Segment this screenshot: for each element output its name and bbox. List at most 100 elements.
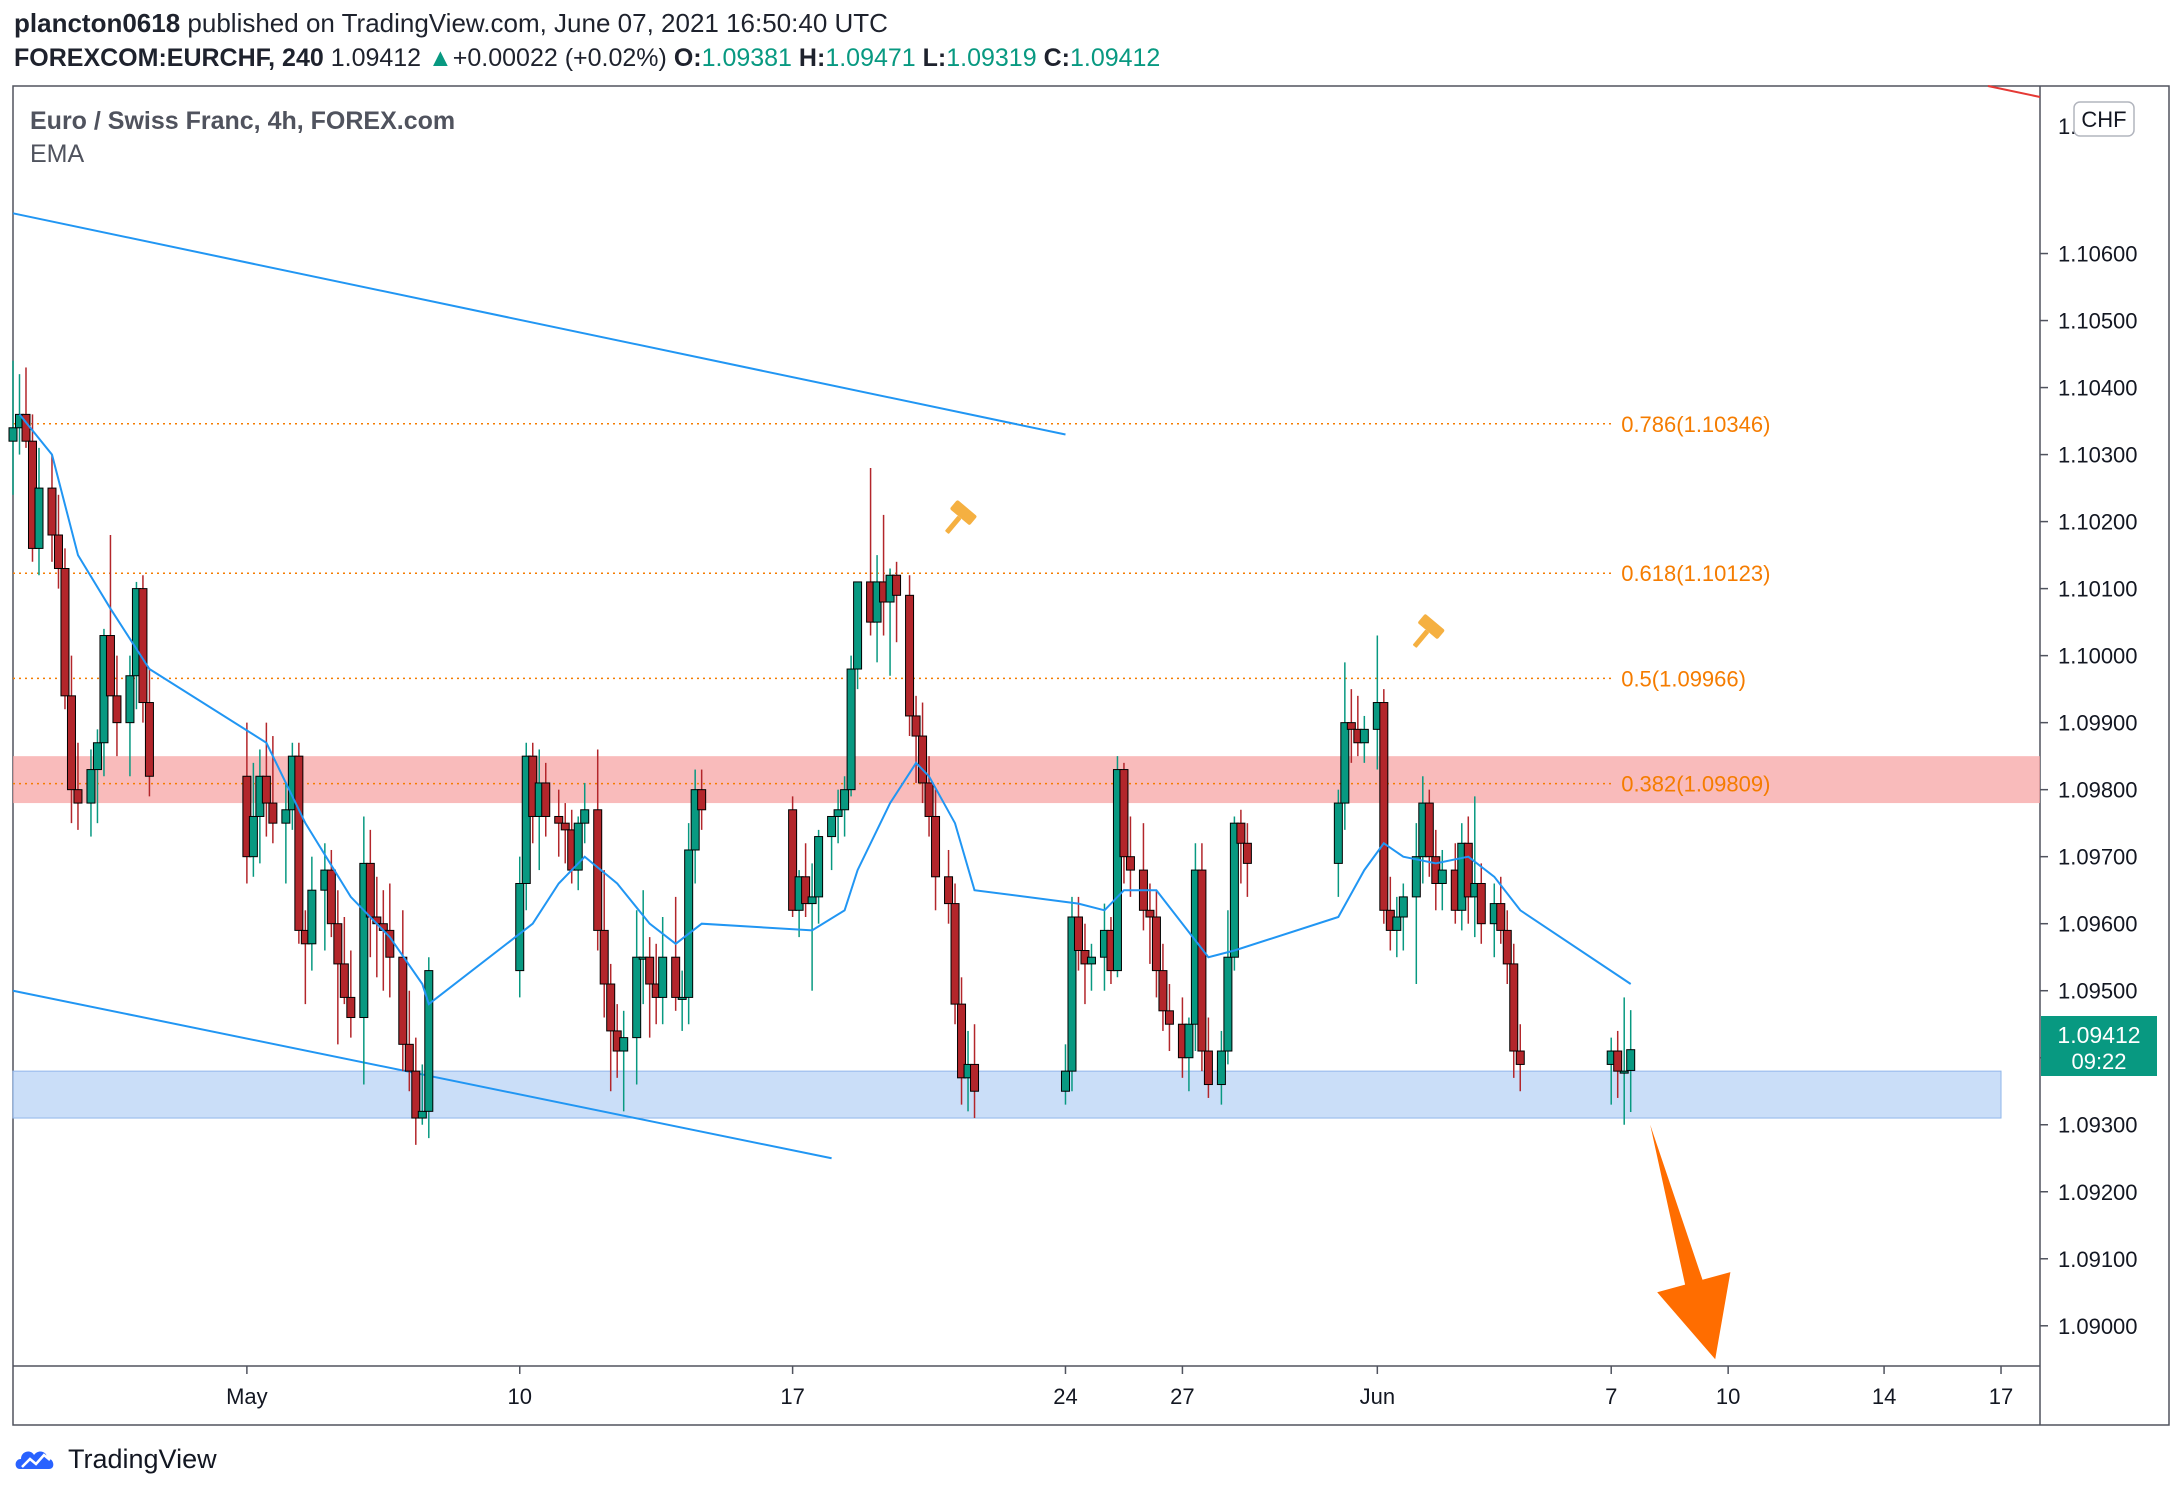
open-label: O: bbox=[673, 44, 702, 72]
candle-body bbox=[671, 956, 681, 998]
candle-body bbox=[47, 487, 57, 536]
candle-body bbox=[827, 815, 837, 838]
chart[interactable]: 0.786(1.10346) 0.618(1.10123) 0.5(1.09966)… bbox=[0, 0, 2182, 1440]
candle-body bbox=[515, 882, 525, 972]
currency-badge[interactable] bbox=[2073, 101, 2135, 137]
hammer-handle bbox=[945, 516, 962, 534]
candle-body bbox=[1112, 769, 1122, 972]
forecast-arrow[interactable] bbox=[1650, 1124, 1731, 1360]
candle-body bbox=[1476, 882, 1486, 925]
price-axis[interactable]: 1.090001.091001.092001.093001.094001.095… bbox=[2040, 242, 2138, 1339]
candle-body bbox=[1145, 909, 1155, 918]
candle-body bbox=[1496, 903, 1506, 931]
candle-body bbox=[924, 782, 934, 817]
candle-body bbox=[892, 574, 902, 596]
candle-body bbox=[905, 594, 915, 717]
candle-body bbox=[1333, 802, 1343, 864]
close-label: C: bbox=[1043, 44, 1070, 72]
candle-body bbox=[1060, 1070, 1070, 1092]
candle-body bbox=[658, 956, 668, 998]
brand-label: TradingView bbox=[68, 1444, 217, 1474]
forecast-down-arrow-icon bbox=[1650, 1124, 1731, 1360]
candle-body bbox=[1236, 822, 1246, 844]
top-cut-price-label: 1. bbox=[2058, 114, 2076, 139]
candle-body bbox=[1398, 896, 1408, 918]
candle-body bbox=[619, 1037, 629, 1052]
candle-body bbox=[66, 695, 76, 791]
candle-body bbox=[801, 876, 811, 905]
candle-body bbox=[281, 809, 291, 824]
time-tick-label: 14 bbox=[1872, 1384, 1896, 1409]
candle-body bbox=[365, 862, 375, 918]
candle-body bbox=[580, 809, 590, 824]
price-tick-label: 1.09000 bbox=[2058, 1314, 2138, 1339]
fib-label-1: 0.618(1.10123) bbox=[1621, 561, 1770, 586]
candle-body bbox=[918, 735, 928, 784]
time-tick-label: 10 bbox=[1716, 1384, 1740, 1409]
open-value: 1.09381 bbox=[701, 44, 792, 72]
price-tick-label: 1.10400 bbox=[2058, 376, 2138, 401]
fib-label-3: 0.382(1.09809) bbox=[1621, 772, 1770, 797]
fibonacci-levels: 0.786(1.10346) 0.618(1.10123) 0.5(1.09966)… bbox=[13, 412, 1770, 797]
hammer-1-icon bbox=[945, 500, 977, 534]
candle-body bbox=[944, 876, 954, 905]
candle-body bbox=[554, 815, 564, 824]
candle-body bbox=[1346, 722, 1356, 730]
candle-body bbox=[1242, 842, 1252, 864]
candle-body bbox=[833, 809, 843, 817]
candle-body bbox=[307, 889, 317, 945]
candle-body bbox=[1509, 963, 1519, 1052]
legend-indicator[interactable]: EMA bbox=[30, 140, 85, 168]
candle-body bbox=[417, 1110, 427, 1119]
last-price-tag bbox=[2041, 1016, 2157, 1076]
candle-body bbox=[346, 996, 356, 1019]
candle-body bbox=[34, 487, 44, 549]
time-axis[interactable]: May 10 17 24 27 Jun 7 10 14 17 bbox=[226, 1366, 2013, 1409]
symbol-label[interactable]: FOREXCOM:EURCHF, 240 bbox=[14, 44, 324, 72]
low-value: 1.09319 bbox=[946, 44, 1037, 72]
candle-body bbox=[339, 963, 349, 998]
candle-body bbox=[1223, 956, 1233, 1052]
candle-body bbox=[261, 775, 271, 804]
time-tick-label: 10 bbox=[508, 1384, 532, 1409]
zones bbox=[12, 756, 2040, 1119]
price-tick-label: 1.09600 bbox=[2058, 912, 2138, 937]
candle-body bbox=[632, 956, 642, 1039]
channel-upper bbox=[12, 212, 1066, 436]
candle-body bbox=[248, 815, 258, 858]
resistance-zone bbox=[13, 756, 2040, 804]
candle-body bbox=[1158, 970, 1168, 1012]
candle-body bbox=[840, 789, 850, 811]
candle-body bbox=[268, 802, 278, 824]
ema-line[interactable] bbox=[18, 413, 1632, 1006]
candle-body bbox=[53, 534, 63, 570]
candle-body bbox=[1502, 929, 1512, 965]
chart-frame bbox=[12, 85, 2170, 1426]
currency-badge-label: CHF bbox=[2081, 107, 2126, 132]
hammer-head bbox=[1418, 614, 1445, 639]
price-tick-label: 1.10500 bbox=[2058, 309, 2138, 334]
candle-body bbox=[8, 427, 18, 442]
author-name[interactable]: plancton0618 bbox=[14, 8, 181, 38]
candle-body bbox=[1340, 722, 1350, 804]
candle-body bbox=[138, 588, 148, 704]
candle-body bbox=[970, 1063, 980, 1092]
time-tick-label: 27 bbox=[1170, 1384, 1194, 1409]
price-tick-label: 1.09200 bbox=[2058, 1180, 2138, 1205]
candle-body bbox=[645, 956, 655, 985]
change-value: +0.00022 (+0.02%) bbox=[452, 44, 667, 72]
candle-body bbox=[1229, 822, 1239, 958]
candle-body bbox=[86, 769, 96, 804]
candle-body bbox=[1515, 1050, 1525, 1065]
price-tick-label: 1.09900 bbox=[2058, 711, 2138, 736]
candle-body bbox=[1379, 702, 1389, 911]
last-price-tag-value: 1.09412 bbox=[2057, 1022, 2140, 1048]
candle-body bbox=[677, 996, 687, 1000]
fib-label-2: 0.5(1.09966) bbox=[1621, 666, 1746, 691]
candle-body bbox=[684, 849, 694, 998]
hammer-head bbox=[950, 500, 977, 525]
tradingview-brand[interactable]: TradingView bbox=[14, 1444, 217, 1475]
change-up-icon: ▲ bbox=[428, 44, 453, 72]
price-tick-label: 1.09100 bbox=[2058, 1247, 2138, 1272]
markers bbox=[945, 500, 1445, 648]
